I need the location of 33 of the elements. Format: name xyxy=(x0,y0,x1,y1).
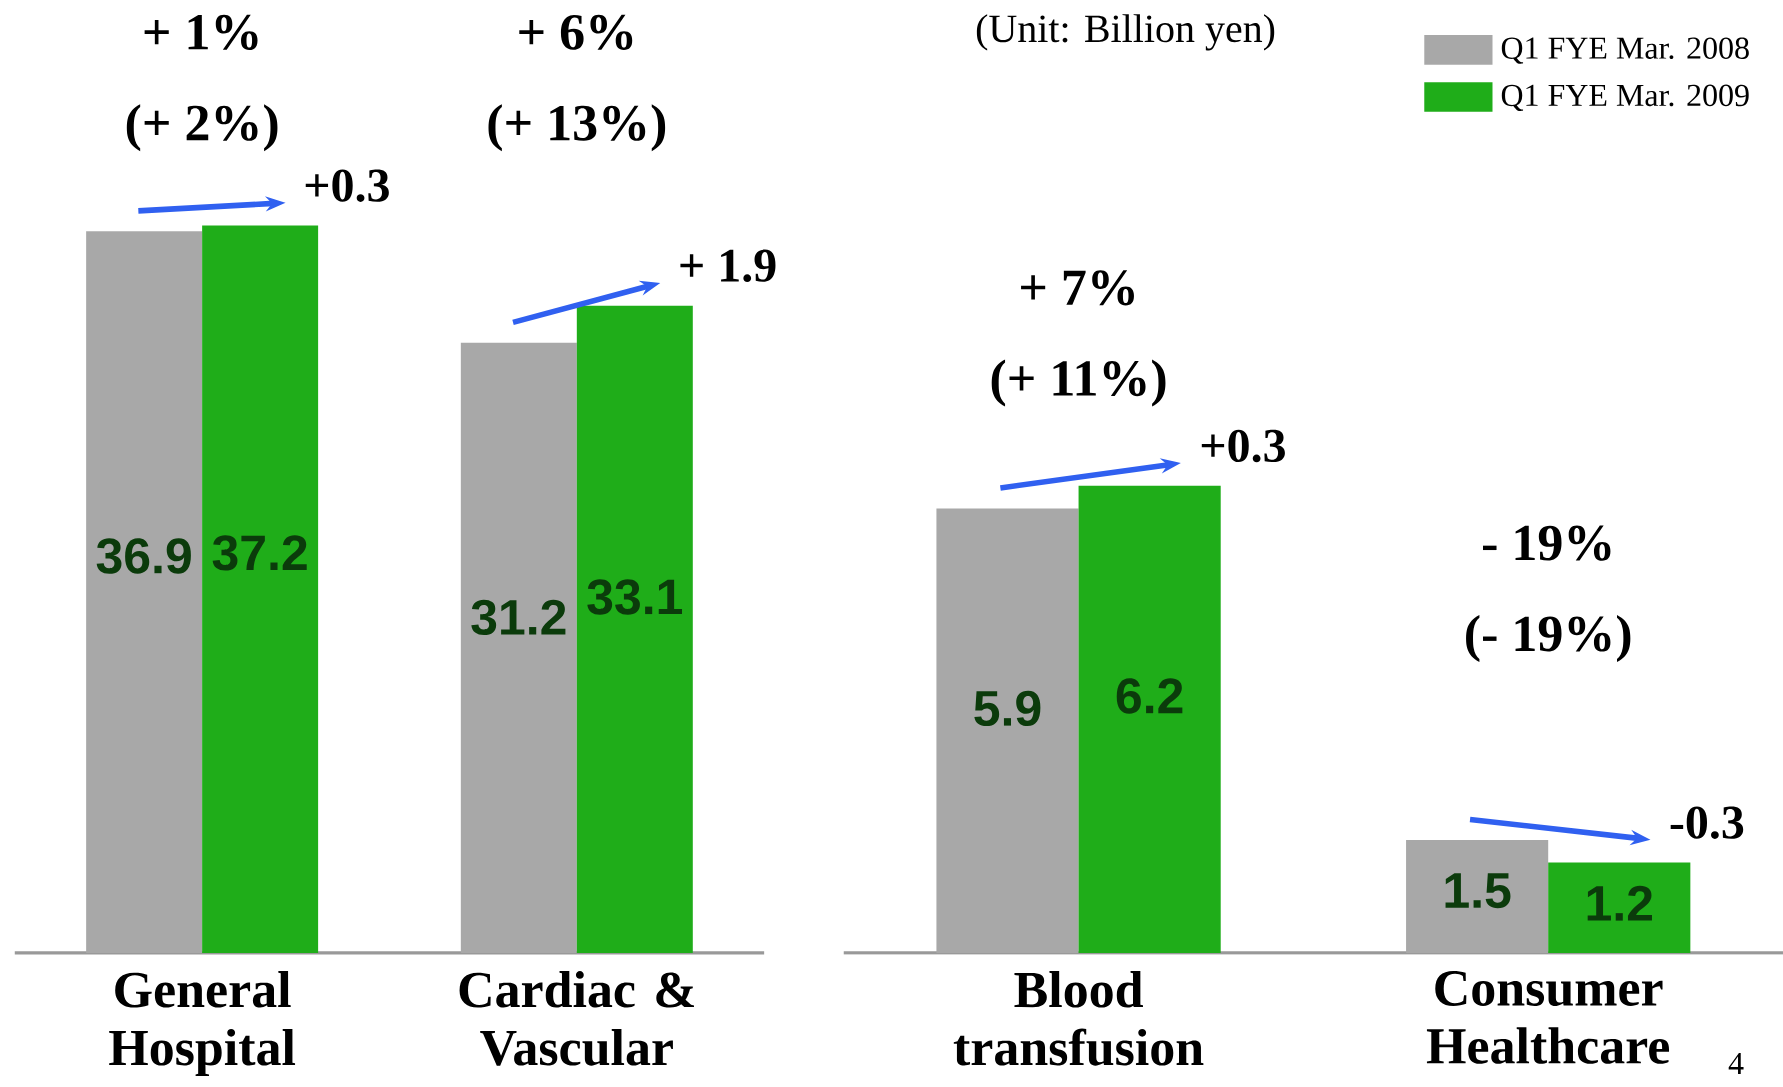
text: 4 xyxy=(1728,1052,1744,1074)
text: +0.3 xyxy=(1201,429,1285,463)
bar xyxy=(202,225,319,953)
text: +0.3 xyxy=(305,169,389,202)
text: + 6% xyxy=(519,14,633,50)
text: + 7% xyxy=(1021,270,1134,306)
chart-subtitle: (Unit: Billion yen) xyxy=(976,14,1275,51)
x-tick-label: Blood transfusion xyxy=(953,970,1204,1066)
legend-label: Q1 FYE Mar. 2009 xyxy=(1501,84,1749,112)
data-label: 6.2 xyxy=(1116,678,1183,714)
bar xyxy=(86,231,203,953)
data-label: 33.1 xyxy=(587,579,683,615)
data-label: 1.5 xyxy=(1445,873,1511,909)
annotation: -0.3 xyxy=(1670,806,1744,839)
legend-label: Q1 FYE Mar. 2008 xyxy=(1501,37,1749,64)
bar xyxy=(1548,862,1691,953)
x-tick-label: Cardiac & Vascular xyxy=(459,970,695,1066)
data-label: 36.9 xyxy=(96,538,191,574)
data-label: 1.2 xyxy=(1587,885,1652,921)
text: (+ 13%) xyxy=(488,104,666,152)
text: (+ 11%) xyxy=(991,359,1166,407)
data-label: 31.2 xyxy=(471,599,566,636)
annotation: + 1.9 xyxy=(680,249,776,283)
annotation: (- 19%) xyxy=(1466,614,1631,662)
bar xyxy=(460,342,577,953)
data-label: 37.2 xyxy=(212,535,307,571)
bar xyxy=(936,508,1079,953)
x-tick-label: General Hospital xyxy=(109,970,296,1077)
x-tick-label: Consumer Healthcare xyxy=(1426,970,1670,1064)
annotation: - 19% xyxy=(1482,525,1611,561)
data-label: 5.9 xyxy=(974,690,1041,727)
text: (+ 2%) xyxy=(126,104,278,152)
text: + 1% xyxy=(144,14,258,50)
